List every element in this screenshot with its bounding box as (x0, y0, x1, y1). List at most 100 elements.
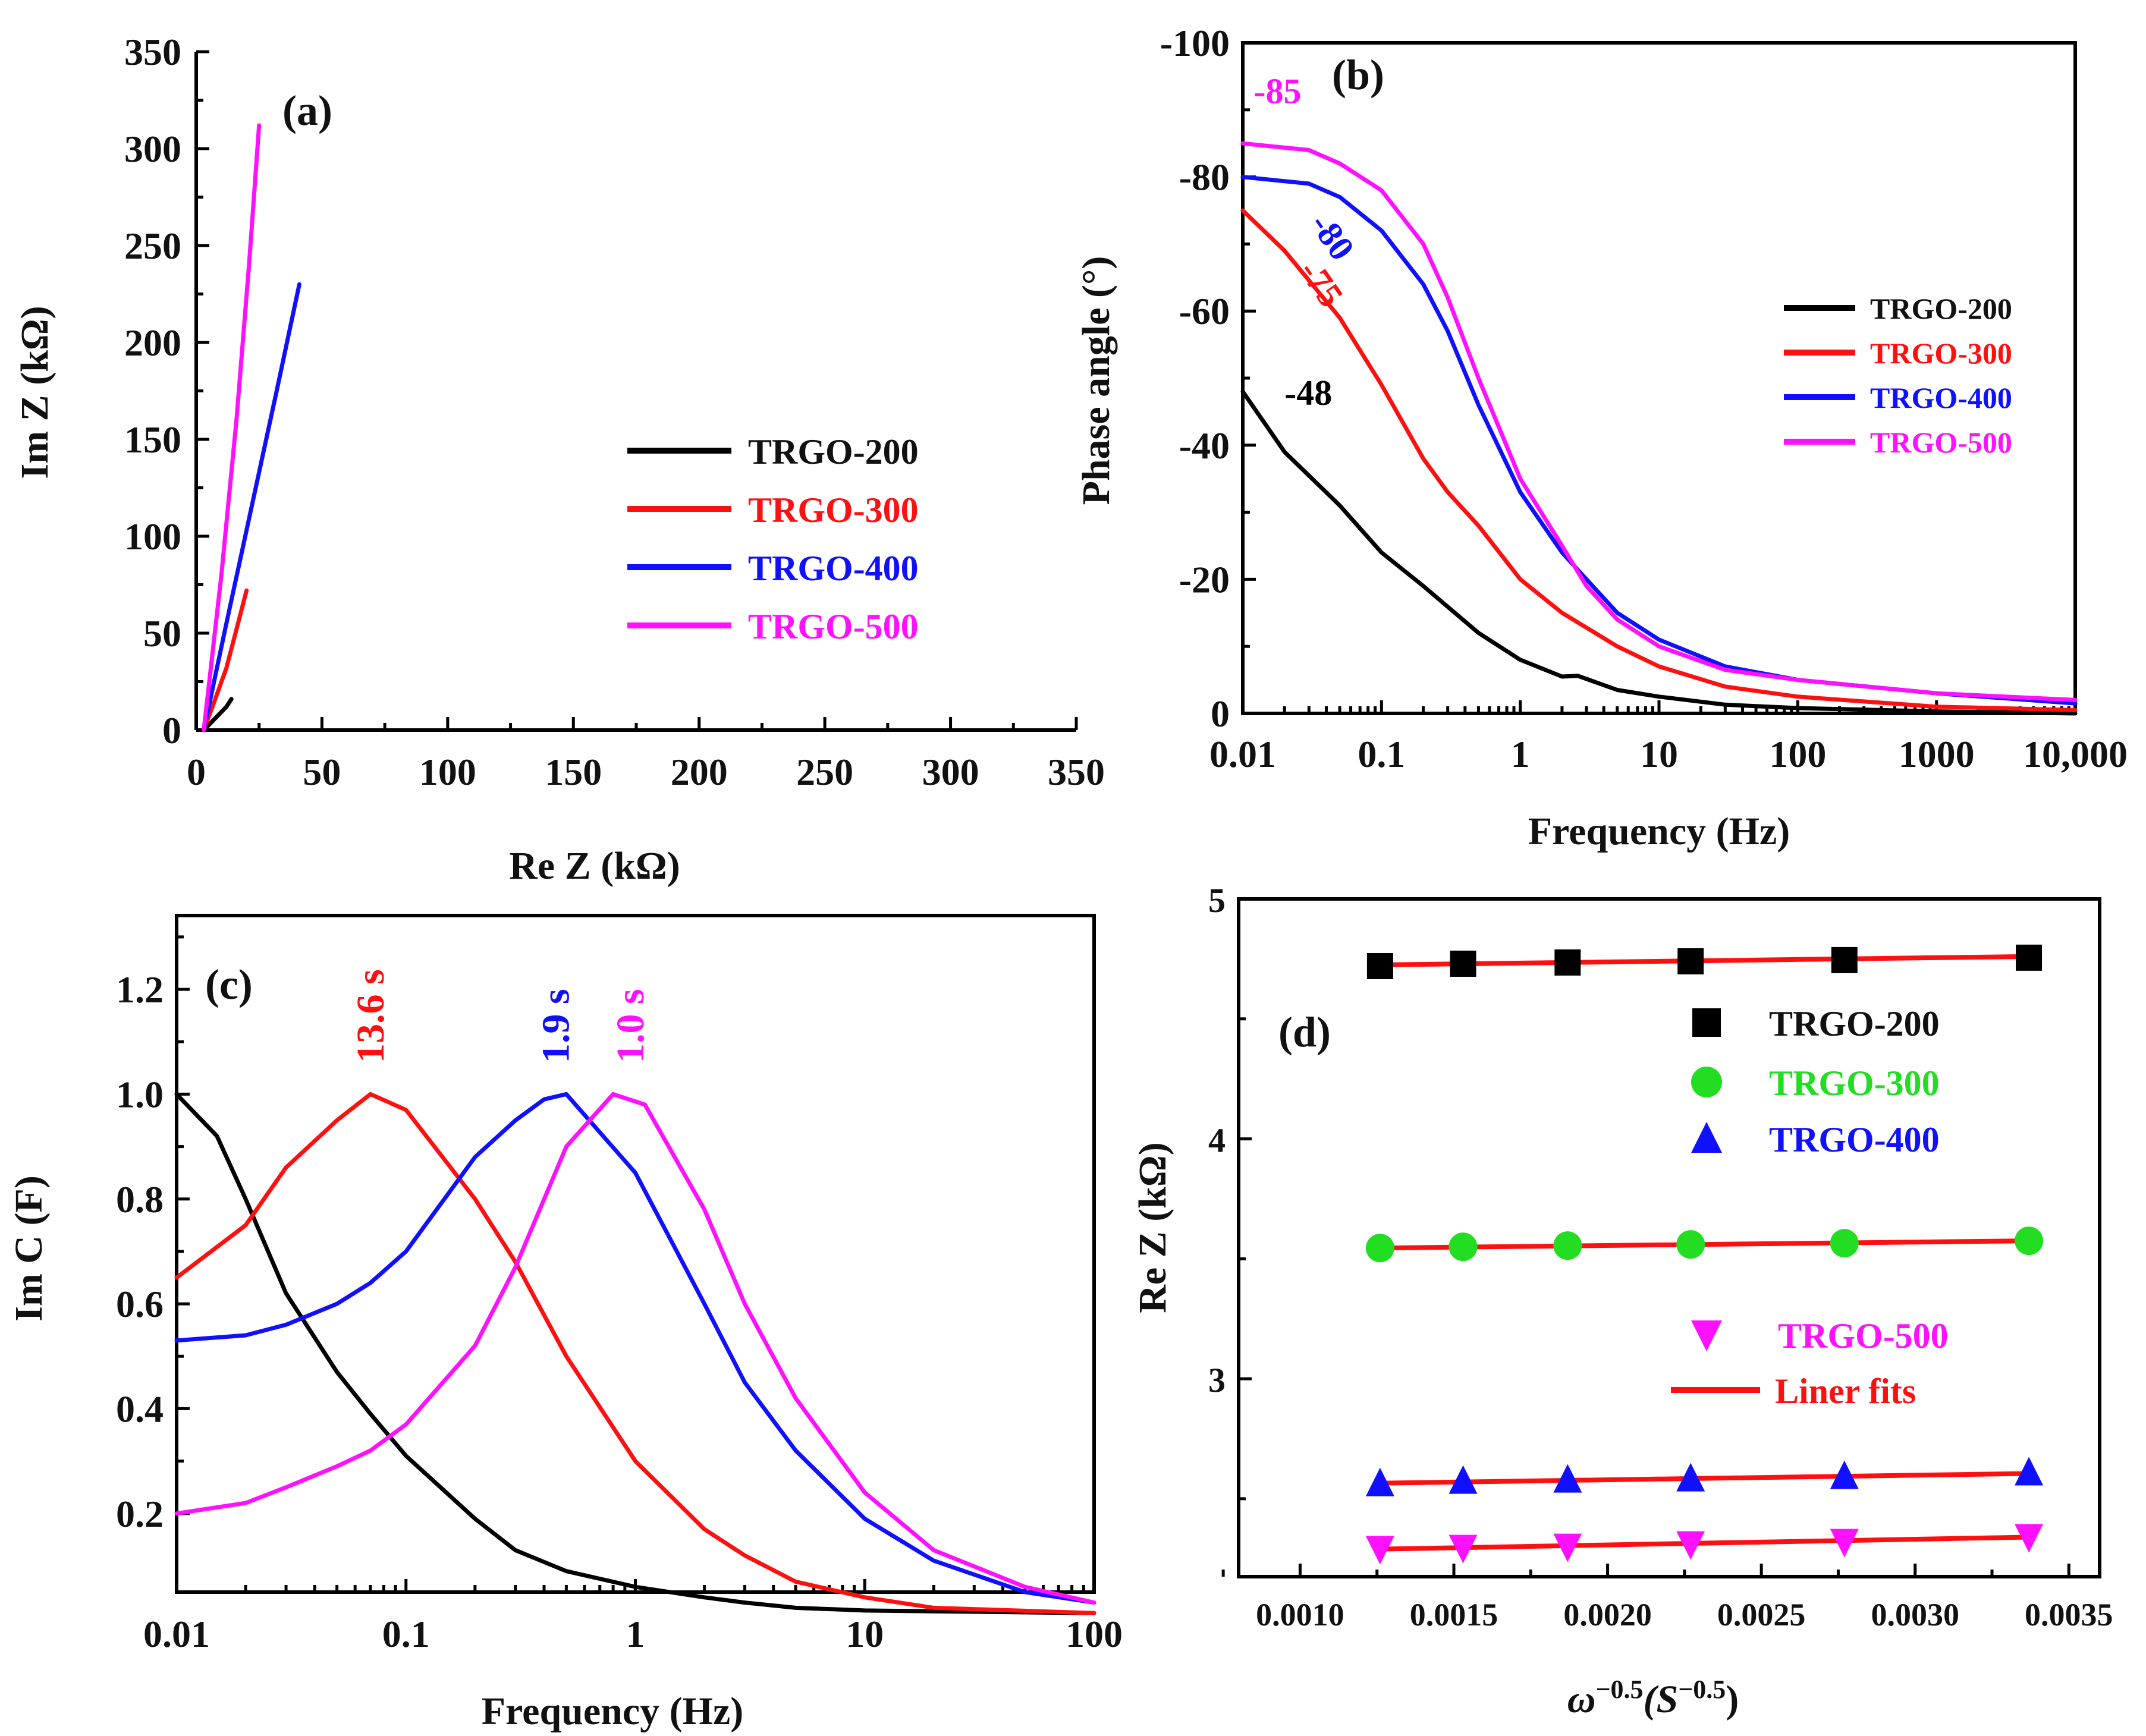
panel-d-data-point (1366, 953, 1393, 979)
panel-d-x-tick-label: 0.0025 (1717, 1597, 1806, 1633)
panel-d-data-point (1449, 1232, 1478, 1262)
panel-d-fit-line (1380, 1471, 2029, 1486)
panel-d-legend-label: TRGO-500 (1778, 1316, 1949, 1356)
panel-b-series-trgo-200 (1240, 389, 2078, 716)
panel-b-annotation: -75 (1292, 253, 1351, 314)
panel-b-x-axis-title: Frequency (Hz) (1528, 810, 1790, 853)
panel-a-y-tick-label: 300 (124, 128, 181, 170)
panel-a-x-tick-label: 50 (303, 751, 341, 793)
panel-d-x-tick-label: 0.0020 (1563, 1597, 1652, 1633)
panel-a-x-tick-label: 350 (1048, 751, 1105, 793)
panel-d-y-tick-label: 4 (1208, 1121, 1226, 1160)
panel-d-legend-fit-label: Liner fits (1775, 1372, 1916, 1411)
panel-b-y-tick-label: 0 (1211, 693, 1230, 735)
panel-a-x-tick-label: 200 (671, 751, 728, 793)
panel-d-data-point (1677, 948, 1704, 974)
panel-a-label: (a) (282, 87, 332, 134)
panel-a-y-axis-title: Im Z (kΩ) (13, 306, 56, 479)
panel-b-y-tick-label: -100 (1160, 22, 1230, 64)
panel-b-y-tick-label: -60 (1179, 290, 1230, 332)
panel-a-legend-label: TRGO-500 (748, 607, 919, 646)
panel-c-x-tick-label: 10 (846, 1613, 884, 1655)
panel-b-annotation: -80 (1303, 206, 1362, 267)
panel-d-data-point (1830, 1460, 1859, 1489)
panel-c-y-tick-label: 0.6 (116, 1283, 164, 1325)
panel-b-y-tick-label: -40 (1179, 424, 1230, 467)
panel-d-legend: TRGO-200 TRGO-300 TRGO-400 TRGO-500 Liner fi… (1671, 1004, 1949, 1411)
panel-c-y-tick-label: 1.2 (116, 968, 164, 1011)
panel-a-y-tick-label: 50 (143, 612, 181, 655)
panel-d-x-tick-label: 0.0015 (1410, 1597, 1498, 1633)
panel-a-x-tick-label: 300 (922, 751, 979, 793)
panel-a-x-axis-title: Re Z (kΩ) (509, 844, 680, 888)
panel-a-legend-label: TRGO-200 (748, 432, 919, 471)
panel-a-y-tick-label: 350 (124, 31, 181, 73)
panel-a-y-tick-label: 150 (124, 419, 181, 461)
panel-b-phase-angle-plot: 0.01 0.1 1 10 100 1000 10,000 0 -20 -40 -60 -80 -100… (1074, 22, 2128, 853)
panel-c-x-axis-title: Frequency (Hz) (482, 1690, 744, 1733)
panel-d-data-point (2015, 1524, 2044, 1553)
panel-b-label: (b) (1332, 51, 1384, 99)
panel-d-data-point (1554, 949, 1581, 976)
panel-b-legend-label: TRGO-400 (1870, 381, 2012, 414)
panel-b-x-tick-label: 0.1 (1358, 733, 1405, 775)
panel-a-x-tick-label: 150 (545, 751, 602, 793)
panel-c-series-trgo-200 (174, 1092, 1096, 1615)
panel-a-series-trgo-500 (202, 123, 262, 732)
panel-d-data-point (2015, 1226, 2044, 1256)
panel-c-x-tick-label: 1 (626, 1613, 645, 1655)
panel-b-x-tick-label: 10,000 (2023, 733, 2128, 775)
panel-b-x-tick-label: 1 (1511, 733, 1530, 775)
panel-b-y-axis-title: Phase angle (°) (1074, 256, 1118, 505)
panel-d-data-point (1449, 1534, 1478, 1564)
panel-d-data-point (1365, 1536, 1394, 1565)
panel-a-series-trgo-200 (202, 697, 234, 732)
panel-c-time-constant-label: 13.6 s (349, 969, 392, 1063)
panel-b-legend-label: TRGO-500 (1870, 426, 2012, 459)
panel-b-legend-label: TRGO-300 (1870, 336, 2012, 370)
panel-c-label: (c) (205, 961, 253, 1008)
panel-d-data-point (1676, 1230, 1705, 1259)
panel-d-fit-line (1380, 954, 2029, 967)
panel-d-data-point (1365, 1234, 1394, 1263)
panel-c-x-tick-label: 0.01 (143, 1613, 210, 1655)
panel-a-y-tick-label: 250 (124, 225, 181, 267)
panel-b-legend-label: TRGO-200 (1870, 292, 2012, 325)
panel-b-series-trgo-500 (1240, 141, 2078, 702)
panel-a-legend: TRGO-200 TRGO-300 TRGO-400 TRGO-500 (627, 432, 919, 646)
panel-c-y-tick-label: 0.2 (116, 1493, 164, 1535)
panel-c-time-constant-label: 1.9 s (535, 989, 578, 1063)
panel-c-y-axis-title: Im C (F) (7, 1175, 51, 1322)
panel-c-x-tick-label: 100 (1066, 1613, 1123, 1655)
panel-d-data-point (2016, 944, 2043, 971)
panel-a-y-tick-label: 0 (162, 709, 181, 751)
panel-d-y-axis-title: Re Z (kΩ) (1131, 1142, 1174, 1313)
panel-d-data-point (1830, 1229, 1859, 1258)
panel-a-legend-label: TRGO-400 (748, 549, 919, 588)
panel-d-x-tick-label: 0.0035 (2025, 1597, 2113, 1633)
panel-c-series-trgo-400 (174, 1092, 1096, 1605)
panel-c-y-tick-label: 1.0 (116, 1073, 164, 1115)
panel-b-y-tick-label: -80 (1179, 156, 1230, 199)
panel-d-y-tick-label: 5 (1208, 881, 1226, 920)
panel-b-frame (1241, 41, 2077, 715)
panel-a-series-trgo-300 (202, 588, 249, 732)
panel-c-y-tick-label: 0.4 (116, 1388, 164, 1430)
panel-a-y-tick-label: 200 (124, 322, 181, 364)
panel-d-data-point (1553, 1231, 1582, 1260)
panel-d-y-tick-label: 3 (1208, 1361, 1226, 1400)
panel-d-data-point (1676, 1531, 1705, 1560)
panel-a-x-tick-label: 0 (187, 751, 206, 793)
panel-c-x-tick-label: 0.1 (382, 1613, 430, 1655)
panel-d-x-tick-label: 0.0030 (1871, 1597, 1959, 1633)
panel-d-data-point (1553, 1464, 1582, 1493)
panel-d-x-tick-label: 0.0010 (1256, 1597, 1344, 1633)
panel-d-x-axis-title: ω−0.5(S−0.5) (1567, 1675, 1739, 1722)
panel-a-x-tick-label: 250 (796, 751, 853, 793)
panel-a-x-tick-label: 100 (419, 751, 476, 793)
panel-c-series-trgo-500 (174, 1092, 1096, 1605)
panel-d-fit-line (1380, 1534, 2029, 1552)
panel-d-legend-label: TRGO-300 (1769, 1064, 1940, 1103)
panel-d-data-point (1691, 1320, 1722, 1351)
